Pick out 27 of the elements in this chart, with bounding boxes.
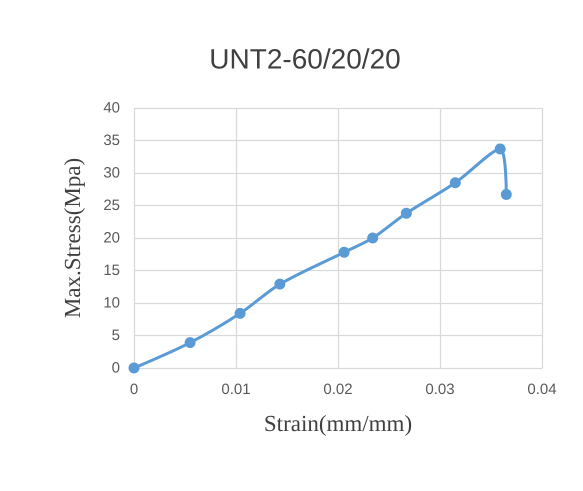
x-axis-title: Strain(mm/mm) [264, 411, 412, 436]
x-tick-label: 0.03 [425, 381, 455, 398]
x-tick-label: 0.04 [527, 381, 557, 398]
x-tick-label: 0.01 [221, 381, 251, 398]
y-tick-label: 5 [112, 327, 120, 344]
y-tick-label: 15 [103, 262, 120, 279]
y-tick-label: 20 [103, 230, 120, 246]
point [494, 143, 506, 154]
point [400, 208, 412, 219]
y-tick-label: 10 [103, 294, 120, 312]
y-axis-title: Max.Stress(Mpa) [60, 158, 85, 318]
y-tick-label: 35 [103, 132, 120, 149]
y-tick-label: 30 [103, 164, 120, 182]
point [274, 278, 286, 290]
point [338, 246, 350, 258]
point [128, 362, 140, 374]
y-tick-label: 0 [112, 360, 120, 376]
point [367, 232, 378, 244]
y-tick-label: 40 [103, 100, 120, 116]
point [184, 337, 196, 348]
x-tick-label: 0.02 [323, 381, 353, 398]
chart-title: UNT2-60/20/20 [209, 44, 401, 74]
point [500, 188, 512, 200]
point [450, 177, 461, 188]
point [234, 308, 246, 319]
y-tick-label: 25 [103, 197, 120, 214]
x-tick-label: 0 [130, 381, 138, 398]
